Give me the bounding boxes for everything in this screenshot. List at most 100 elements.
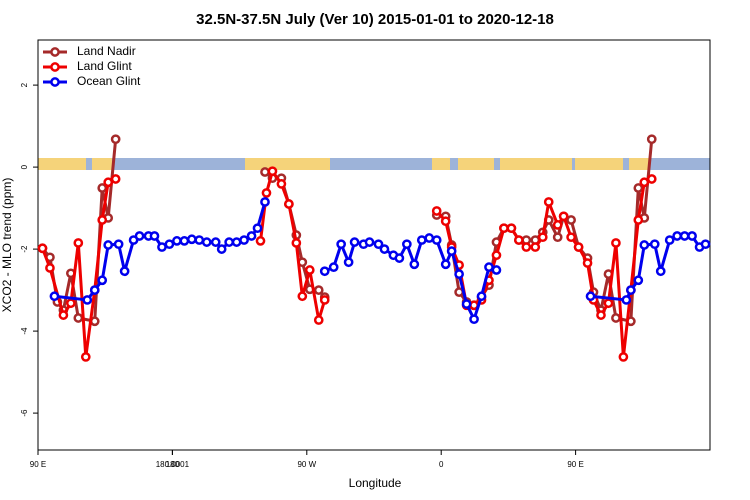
data-point bbox=[164, 239, 175, 250]
x-tick-label: 180.0001 bbox=[156, 460, 190, 469]
legend-marker bbox=[50, 77, 60, 87]
land-band bbox=[38, 158, 86, 170]
data-point bbox=[319, 295, 330, 305]
data-point bbox=[297, 291, 308, 302]
data-point bbox=[679, 231, 690, 241]
data-point bbox=[431, 235, 442, 245]
data-point bbox=[291, 238, 302, 248]
x-tick-label: 90 E bbox=[30, 460, 46, 469]
x-tick-label: 90 E bbox=[567, 460, 583, 469]
legend-label: Ocean Glint bbox=[77, 74, 141, 88]
series bbox=[49, 197, 711, 325]
data-point bbox=[231, 237, 242, 247]
data-point bbox=[336, 239, 346, 250]
legend-marker bbox=[50, 62, 60, 72]
land-band bbox=[575, 158, 623, 170]
y-tick-label: -4 bbox=[20, 327, 29, 335]
data-point bbox=[603, 298, 614, 309]
data-point bbox=[484, 262, 494, 272]
data-point bbox=[260, 167, 270, 177]
data-point bbox=[394, 253, 405, 263]
data-point bbox=[364, 237, 375, 247]
data-point bbox=[157, 242, 167, 252]
data-point bbox=[45, 263, 55, 273]
data-point bbox=[649, 239, 660, 250]
data-point bbox=[431, 206, 442, 216]
data-point bbox=[700, 239, 711, 250]
data-point bbox=[664, 235, 675, 245]
y-tick-label: -6 bbox=[20, 409, 29, 417]
data-point bbox=[284, 199, 294, 209]
data-point bbox=[49, 291, 60, 302]
data-point bbox=[201, 237, 212, 247]
data-point bbox=[440, 216, 451, 227]
data-point bbox=[573, 242, 584, 252]
y-tick-label: 0 bbox=[20, 164, 29, 169]
data-point bbox=[633, 275, 644, 286]
data-point bbox=[73, 313, 84, 323]
data-point bbox=[672, 231, 682, 241]
data-point bbox=[552, 220, 563, 230]
legend-label: Land Glint bbox=[77, 59, 132, 73]
y-tick-label: -2 bbox=[20, 245, 29, 253]
data-point bbox=[409, 259, 420, 270]
data-point bbox=[461, 299, 472, 309]
data-point bbox=[82, 295, 93, 305]
legend-marker bbox=[50, 47, 60, 57]
data-point bbox=[73, 238, 84, 248]
land-ocean-band bbox=[38, 158, 710, 170]
data-point bbox=[626, 285, 636, 295]
data-point bbox=[446, 246, 457, 256]
legend-label: Land Nadir bbox=[77, 44, 136, 58]
data-point bbox=[655, 266, 666, 277]
land-band bbox=[432, 158, 450, 170]
land-band bbox=[458, 158, 494, 170]
data-point bbox=[379, 244, 390, 254]
data-point bbox=[103, 240, 114, 250]
land-band bbox=[245, 158, 330, 170]
data-point bbox=[194, 235, 205, 245]
chart-title: 32.5N-37.5N July (Ver 10) 2015-01-01 to … bbox=[196, 11, 554, 28]
data-point bbox=[402, 239, 412, 250]
data-point bbox=[558, 211, 569, 222]
data-point bbox=[224, 237, 234, 247]
x-tick-label: 90 W bbox=[297, 460, 316, 469]
data-point bbox=[149, 231, 160, 241]
data-point bbox=[343, 257, 354, 268]
data-point bbox=[103, 177, 114, 188]
data-point bbox=[491, 250, 502, 261]
data-point bbox=[246, 231, 257, 241]
data-point bbox=[216, 244, 227, 254]
data-point bbox=[210, 237, 221, 247]
data-point bbox=[506, 223, 517, 234]
land-band bbox=[92, 158, 112, 170]
data-point bbox=[585, 291, 596, 302]
data-point bbox=[440, 259, 451, 270]
data-point bbox=[639, 240, 650, 250]
data-point bbox=[119, 266, 130, 277]
data-point bbox=[646, 174, 657, 184]
data-point bbox=[639, 177, 650, 188]
data-point bbox=[261, 188, 272, 198]
data-point bbox=[521, 242, 532, 252]
data-point bbox=[276, 179, 287, 189]
data-point bbox=[58, 310, 69, 320]
data-point bbox=[454, 269, 464, 279]
data-point bbox=[97, 215, 108, 225]
data-point bbox=[239, 235, 249, 245]
data-point bbox=[97, 275, 108, 286]
data-point bbox=[134, 231, 145, 241]
data-point bbox=[110, 174, 121, 184]
data-point bbox=[186, 234, 197, 245]
x-tick-label: 0 bbox=[439, 460, 444, 469]
data-point bbox=[260, 197, 270, 207]
data-point bbox=[37, 243, 48, 254]
data-point bbox=[530, 242, 541, 252]
data-point bbox=[621, 295, 632, 305]
data-point bbox=[633, 215, 644, 225]
data-point bbox=[304, 265, 315, 275]
data-point bbox=[596, 310, 606, 320]
data-point bbox=[328, 262, 339, 272]
